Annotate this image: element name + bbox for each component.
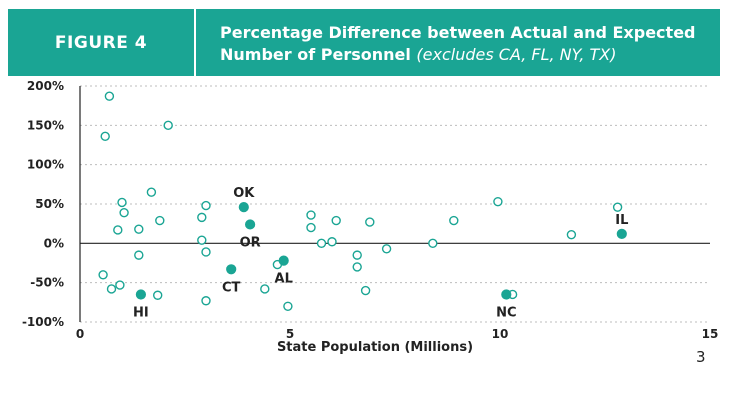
data-point-open bbox=[316, 238, 327, 249]
data-point-open bbox=[113, 225, 123, 235]
data-point-open bbox=[428, 238, 438, 249]
x-tick-label: 5 bbox=[286, 327, 294, 341]
point-labels: OK OR AL CT HI NC IL bbox=[133, 186, 628, 320]
data-point-highlighted bbox=[501, 289, 512, 300]
y-tick-label: -50% bbox=[30, 276, 64, 290]
point-label: OK bbox=[233, 186, 255, 201]
data-point-open bbox=[197, 235, 207, 245]
data-point-open bbox=[134, 224, 144, 234]
figure-header: FIGURE 4 Percentage Difference between A… bbox=[8, 9, 720, 76]
data-point-open bbox=[260, 284, 270, 294]
data-point-highlighted bbox=[135, 289, 146, 300]
data-point-open bbox=[119, 207, 129, 218]
data-point-open bbox=[146, 187, 157, 197]
axes bbox=[79, 86, 710, 322]
data-point-open bbox=[327, 237, 337, 247]
data-point-open bbox=[331, 215, 341, 226]
data-point-open bbox=[106, 284, 117, 294]
point-label: OR bbox=[240, 235, 261, 250]
x-axis-label: State Population (Millions) bbox=[277, 340, 473, 355]
page-number: 3 bbox=[696, 348, 706, 366]
data-point-open bbox=[283, 301, 293, 311]
data-point-open bbox=[360, 285, 371, 296]
header-divider bbox=[194, 9, 196, 76]
point-label: AL bbox=[275, 272, 293, 287]
data-point-open bbox=[201, 296, 211, 306]
tick-labels: 200% 150% 100% 50% 0% -50% -100% 0 5 10 15 bbox=[22, 79, 718, 341]
x-tick-label: 10 bbox=[492, 327, 509, 341]
data-point-open bbox=[201, 200, 211, 211]
title-line-2: Number of Personnel (excludes CA, FL, NY… bbox=[220, 44, 716, 66]
data-point-highlighted bbox=[226, 264, 237, 275]
grid-lines bbox=[80, 85, 710, 323]
data-point-open bbox=[493, 196, 503, 207]
data-point-open bbox=[306, 222, 316, 233]
figure-label: FIGURE 4 bbox=[54, 32, 148, 53]
y-tick-label: 100% bbox=[27, 158, 64, 172]
title-line-2-italic: (excludes CA, FL, NY, TX) bbox=[416, 45, 617, 64]
data-point-highlighted bbox=[245, 219, 256, 230]
data-point-open bbox=[306, 210, 316, 220]
y-tick-label: 200% bbox=[27, 79, 64, 93]
data-points bbox=[98, 91, 627, 311]
data-point-open bbox=[352, 250, 362, 260]
y-tick-label: 50% bbox=[35, 197, 64, 211]
point-label: NC bbox=[496, 305, 516, 320]
data-point-highlighted bbox=[238, 202, 249, 213]
data-point-highlighted bbox=[278, 255, 289, 266]
title-line-2-bold: Number of Personnel bbox=[220, 45, 411, 64]
data-point-open bbox=[352, 262, 362, 272]
data-point-open bbox=[381, 244, 392, 254]
y-tick-label: 150% bbox=[27, 118, 64, 132]
data-point-open bbox=[612, 202, 623, 212]
x-tick-label: 15 bbox=[702, 327, 719, 341]
data-point-highlighted bbox=[616, 228, 627, 239]
point-label: CT bbox=[222, 280, 241, 295]
data-point-open bbox=[98, 270, 108, 280]
data-point-open bbox=[134, 250, 144, 260]
data-point-open bbox=[100, 131, 110, 142]
data-point-open bbox=[365, 217, 375, 227]
title-line-1: Percentage Difference between Actual and… bbox=[220, 23, 696, 42]
point-label: HI bbox=[133, 305, 149, 320]
data-point-open bbox=[152, 290, 163, 300]
data-point-open bbox=[104, 91, 115, 101]
data-point-open bbox=[566, 229, 577, 240]
y-tick-label: -100% bbox=[22, 315, 64, 329]
data-point-open bbox=[449, 215, 459, 226]
x-tick-label: 0 bbox=[76, 327, 84, 341]
y-tick-label: 0% bbox=[44, 236, 64, 250]
data-point-open bbox=[163, 120, 173, 131]
data-point-open bbox=[115, 280, 125, 290]
data-point-open bbox=[155, 215, 165, 226]
data-point-open bbox=[201, 247, 211, 257]
data-point-open bbox=[117, 197, 127, 208]
chart-title: Percentage Difference between Actual and… bbox=[220, 22, 716, 66]
data-point-open bbox=[197, 212, 207, 223]
point-label: IL bbox=[615, 213, 628, 228]
